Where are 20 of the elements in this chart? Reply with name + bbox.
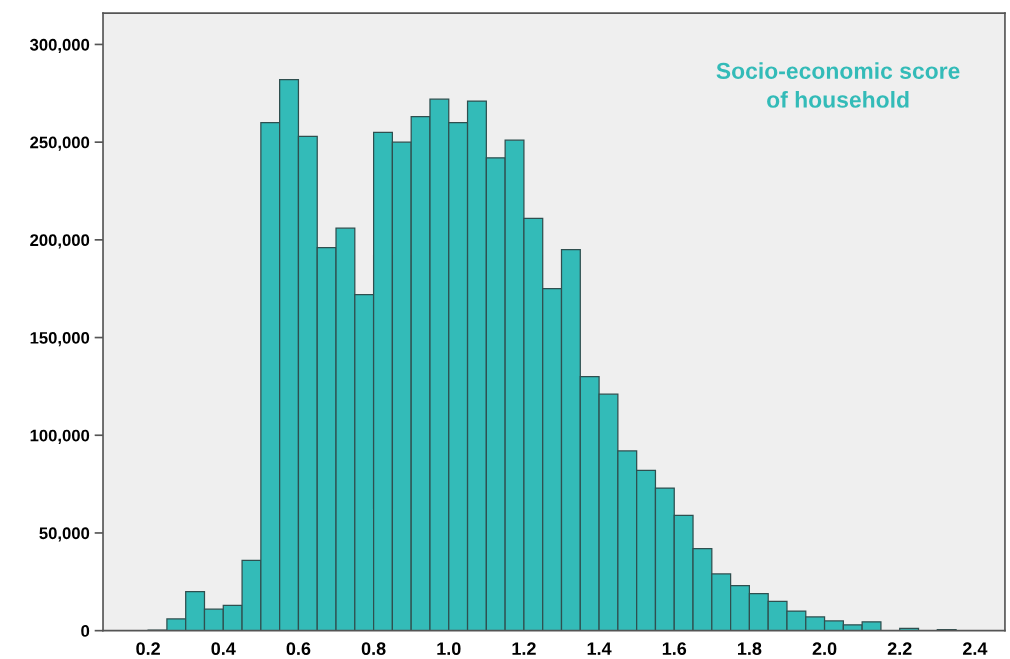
- y-tick-label: 300,000: [29, 38, 90, 54]
- y-tick-label: 0: [81, 625, 90, 637]
- x-tick-label: 0.8: [361, 642, 386, 656]
- y-tick-label: 50,000: [39, 527, 90, 542]
- y-tick-label: 250,000: [30, 136, 90, 151]
- x-tick-label: 0.6: [286, 642, 311, 656]
- y-tick-label: 200,000: [30, 234, 90, 249]
- x-tick-label: 0.2: [136, 642, 160, 656]
- x-tick-label: 2.0: [812, 642, 837, 656]
- text: Socio-economic score of household: [716, 62, 960, 108]
- y-tick-label: 100,000: [30, 429, 90, 444]
- x-tick-label: 1.6: [662, 642, 687, 656]
- x-tick-label: 2.2: [887, 642, 912, 655]
- x-tick-label: 1.8: [737, 642, 762, 656]
- x-tick-label: 1.2: [512, 642, 536, 655]
- x-tick-label: 2.4: [962, 642, 988, 655]
- x-tick-label: 1.0: [437, 642, 461, 656]
- x-tick-label: 0.4: [211, 642, 236, 656]
- y-tick-label: 150,000: [30, 331, 90, 347]
- x-tick-label: 1.4: [587, 642, 612, 655]
